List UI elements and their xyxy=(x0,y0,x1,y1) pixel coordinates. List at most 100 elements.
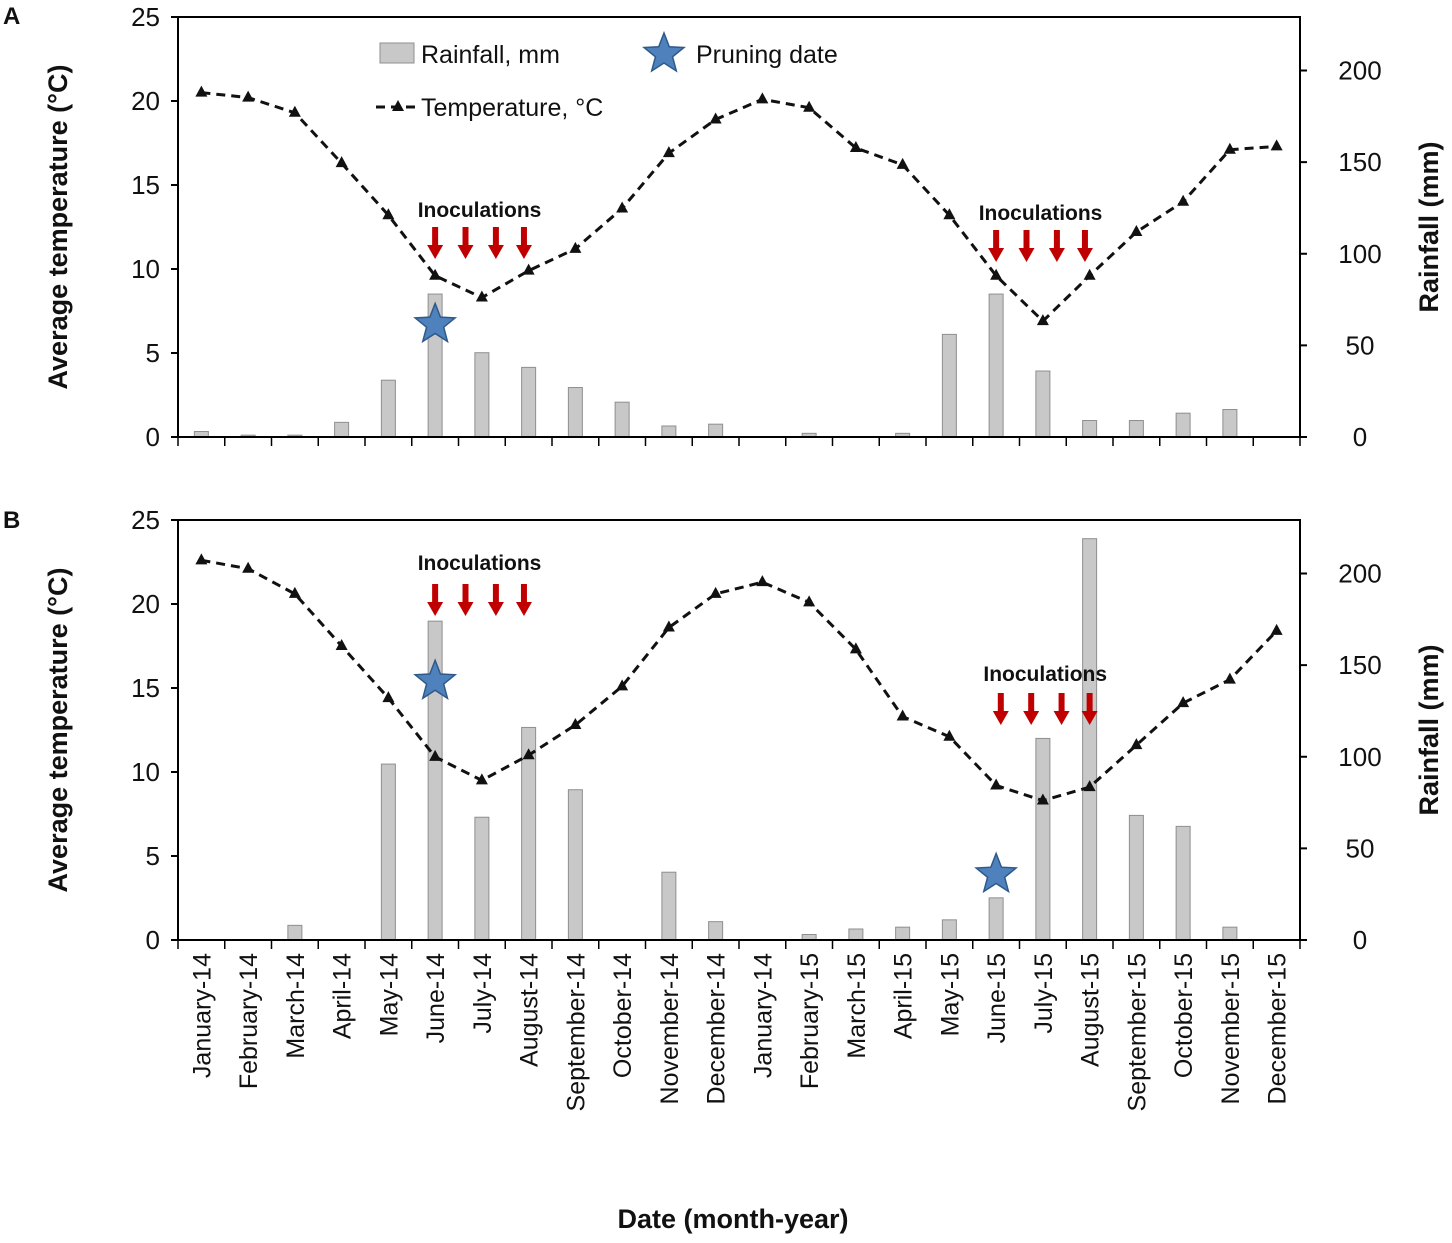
legend-temperature-label: Temperature, °C xyxy=(421,94,603,122)
x-category-label: April-15 xyxy=(890,953,918,1039)
rainfall-bar xyxy=(1175,412,1191,438)
temperature-marker xyxy=(756,92,769,104)
temperature-marker xyxy=(849,642,862,654)
arrow-shaft xyxy=(432,227,439,247)
right-tick-label: 0 xyxy=(1353,925,1367,955)
temperature-marker xyxy=(943,208,956,220)
temperature-marker xyxy=(1223,672,1236,684)
inoculation-arrow xyxy=(1053,693,1070,725)
x-category-label: July-15 xyxy=(1030,953,1058,1034)
rainfall-bar xyxy=(1035,737,1051,941)
plot-frame xyxy=(177,16,1301,438)
inoculation-arrow xyxy=(1076,230,1093,262)
rainfall-bar xyxy=(567,789,583,941)
arrow-shaft xyxy=(1058,693,1065,713)
arrow-head xyxy=(988,248,1005,262)
left-tick-label: 25 xyxy=(131,2,160,32)
temperature-marker xyxy=(475,290,488,302)
temperature-marker xyxy=(709,112,722,124)
rainfall-bar xyxy=(1222,409,1238,438)
temperature-marker xyxy=(896,709,909,721)
rainfall-bar xyxy=(521,726,537,941)
x-category-label: September-14 xyxy=(562,953,590,1112)
arrow-head xyxy=(1076,248,1093,262)
rainfall-bar xyxy=(474,352,490,438)
temperature-marker xyxy=(335,639,348,650)
temperature-marker xyxy=(522,748,535,760)
temperature-marker xyxy=(429,268,442,280)
rainfall-bar xyxy=(988,293,1004,438)
temperature-marker xyxy=(242,561,255,573)
rainfall-bar xyxy=(474,816,490,941)
inoculation-arrow xyxy=(427,584,444,616)
pruning-star xyxy=(974,851,1019,894)
x-category-label: September-15 xyxy=(1123,953,1151,1111)
arrow-head xyxy=(427,602,444,616)
arrow-head xyxy=(515,602,532,616)
temperature-marker xyxy=(382,208,395,220)
x-category-label: January-14 xyxy=(749,953,777,1078)
left-tick-label: 0 xyxy=(146,925,160,955)
arrow-shaft xyxy=(1023,230,1030,250)
temperature-marker xyxy=(662,620,675,632)
inoculations-label: Inoculations xyxy=(979,202,1103,225)
rainfall-bar xyxy=(1082,420,1098,438)
temperature-marker xyxy=(803,100,816,112)
inoculations-label: Inoculations xyxy=(983,663,1107,686)
panel-label: A xyxy=(3,3,20,30)
temperature-marker xyxy=(1130,738,1143,750)
temperature-marker xyxy=(616,201,629,213)
inoculation-arrow xyxy=(515,584,532,616)
legend-rainfall-swatch xyxy=(379,42,415,64)
rainfall-bar xyxy=(1128,420,1144,438)
rainfall-bar xyxy=(941,919,957,941)
arrow-shaft xyxy=(462,584,469,604)
temperature-marker xyxy=(195,553,208,565)
left-tick-label: 5 xyxy=(146,338,160,368)
right-tick-label: 100 xyxy=(1338,239,1381,269)
temperature-marker xyxy=(1036,314,1049,326)
legend: Rainfall, mm Pruning date Temperature, °C xyxy=(376,30,838,122)
temperature-marker xyxy=(1270,139,1283,151)
temperature-marker xyxy=(1177,696,1190,708)
arrow-head xyxy=(1023,711,1040,725)
left-tick-label: 20 xyxy=(131,589,160,619)
pruning-star xyxy=(413,658,458,700)
rainfall-bar xyxy=(380,763,396,941)
rainfall-bar xyxy=(848,928,864,941)
left-tick-label: 10 xyxy=(131,757,160,787)
arrow-shaft xyxy=(1053,230,1060,250)
inoculation-arrow xyxy=(1048,230,1065,262)
temperature-marker xyxy=(522,263,535,275)
rainfall-bar xyxy=(988,897,1004,941)
rainfall-bar xyxy=(708,423,724,438)
rainfall-bar xyxy=(334,421,350,438)
panel-a: 0 5 10 15 20 25 0 50 100 150 200 Average temperatur… xyxy=(3,2,1444,452)
temperature-marker xyxy=(1177,194,1190,206)
arrow-head xyxy=(457,245,474,259)
rainfall-bar xyxy=(661,871,677,941)
left-tick-label: 5 xyxy=(146,841,160,871)
temperature-marker xyxy=(1270,623,1283,635)
temperature-marker xyxy=(990,268,1003,280)
rainfall-bar xyxy=(380,379,396,438)
panel-label: B xyxy=(3,507,20,534)
rainfall-bar xyxy=(521,366,537,438)
inoculation-arrow xyxy=(457,584,474,616)
temperature-line xyxy=(201,558,1278,803)
left-tick-label: 20 xyxy=(131,86,160,116)
right-axis-title: Rainfall (mm) xyxy=(1414,644,1444,815)
temperature-marker xyxy=(1036,793,1049,805)
rainfall-bar xyxy=(661,425,677,438)
temperature-marker xyxy=(943,729,956,741)
right-tick-label: 0 xyxy=(1353,422,1367,452)
rainfall-bar xyxy=(614,401,630,438)
arrow-shaft xyxy=(520,584,527,604)
temperature-marker xyxy=(709,586,722,598)
x-category-label: December-15 xyxy=(1264,953,1292,1104)
temperature-marker xyxy=(616,679,629,691)
right-tick-label: 150 xyxy=(1338,650,1381,680)
inoculation-arrow xyxy=(487,584,504,616)
temperature-marker xyxy=(335,156,348,168)
